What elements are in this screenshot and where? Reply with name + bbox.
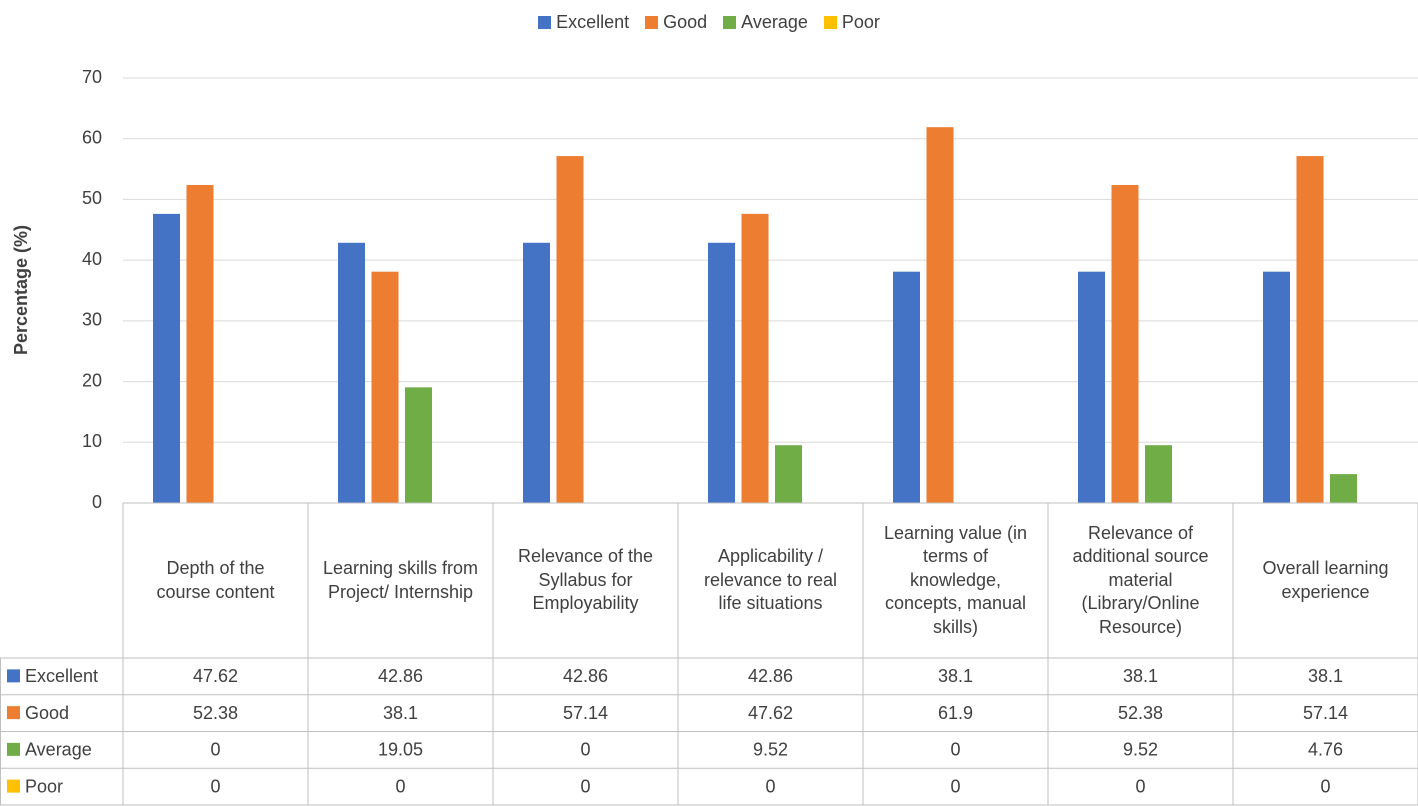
bar xyxy=(1330,474,1357,503)
legend-label: Good xyxy=(663,12,708,32)
category-label: Relevance of additional source material … xyxy=(1072,523,1209,637)
table-value: 0 xyxy=(210,740,220,760)
table-value: 0 xyxy=(210,776,220,796)
bar xyxy=(1296,156,1324,504)
table-value: 0 xyxy=(580,776,590,796)
table-value: 0 xyxy=(1320,776,1330,796)
legend-label: Poor xyxy=(841,12,880,32)
table-value: 38.1 xyxy=(938,666,973,686)
table-value: 19.05 xyxy=(378,740,423,760)
category-label: Learning skills from Project/ Internship xyxy=(322,558,479,602)
table-value: 42.86 xyxy=(378,666,423,686)
category-label: Learning value (in terms of knowledge, c… xyxy=(883,523,1028,637)
legend-swatch xyxy=(538,16,552,29)
bar xyxy=(556,156,584,504)
table-value: 0 xyxy=(1135,776,1145,796)
legend-swatch xyxy=(645,16,659,29)
bar xyxy=(1263,271,1290,503)
legend-label: Excellent xyxy=(556,12,630,32)
bar xyxy=(405,387,432,503)
table-value: 0 xyxy=(950,740,960,760)
category-label: Depth of the course content xyxy=(156,558,275,602)
table-value: 38.1 xyxy=(1123,666,1158,686)
bar xyxy=(775,445,802,503)
bar xyxy=(186,184,214,503)
y-tick-label: 30 xyxy=(82,310,102,330)
table-value: 52.38 xyxy=(193,703,238,723)
table-value: 47.62 xyxy=(748,703,793,723)
y-tick-label: 40 xyxy=(82,249,102,269)
table-legend-key xyxy=(7,706,20,720)
bar xyxy=(523,242,550,503)
y-tick-label: 0 xyxy=(92,492,102,512)
table-value: 4.76 xyxy=(1308,740,1343,760)
table-row-label: Good xyxy=(25,703,69,723)
category-label: Applicability / relevance to real life s… xyxy=(703,546,838,614)
bar xyxy=(371,271,399,503)
table-value: 9.52 xyxy=(753,740,788,760)
legend: Excellent Good Average Poor xyxy=(0,12,1418,33)
bar xyxy=(1111,184,1139,503)
bar xyxy=(1145,445,1172,503)
table-value: 57.14 xyxy=(1303,703,1348,723)
table-value: 38.1 xyxy=(383,703,418,723)
legend-item: Poor xyxy=(823,12,880,33)
table-row-label: Average xyxy=(25,740,92,760)
y-axis-title: Percentage (%) xyxy=(11,225,31,355)
bar xyxy=(893,271,920,503)
table-row-label: Excellent xyxy=(25,666,98,686)
bar xyxy=(1078,271,1105,503)
table-value: 47.62 xyxy=(193,666,238,686)
y-tick-label: 10 xyxy=(82,431,102,451)
category-label: Relevance of the Syllabus for Employabil… xyxy=(517,546,654,614)
table-value: 38.1 xyxy=(1308,666,1343,686)
bar xyxy=(926,127,954,503)
table-value: 0 xyxy=(580,740,590,760)
legend-label: Average xyxy=(741,12,808,32)
category-label: Overall learning experience xyxy=(1262,558,1389,602)
table-legend-key xyxy=(7,779,20,793)
y-tick-label: 20 xyxy=(82,370,102,390)
legend-item: Excellent xyxy=(538,12,629,33)
table-value: 9.52 xyxy=(1123,740,1158,760)
table-value: 0 xyxy=(950,776,960,796)
table-row-label: Poor xyxy=(25,776,63,796)
bar xyxy=(741,213,769,503)
bar xyxy=(708,242,735,503)
y-tick-label: 50 xyxy=(82,188,102,208)
table-value: 57.14 xyxy=(563,703,608,723)
table-legend-key xyxy=(7,742,20,756)
legend-swatch xyxy=(823,16,837,29)
y-tick-label: 70 xyxy=(82,67,102,87)
table-value: 42.86 xyxy=(563,666,608,686)
table-value: 61.9 xyxy=(938,703,973,723)
table-value: 0 xyxy=(395,776,405,796)
legend-item: Good xyxy=(645,12,707,33)
bar xyxy=(153,213,180,503)
table-value: 0 xyxy=(765,776,775,796)
legend-item: Average xyxy=(723,12,808,33)
table-value: 42.86 xyxy=(748,666,793,686)
bar xyxy=(338,242,365,503)
legend-swatch xyxy=(723,16,737,29)
table-legend-key xyxy=(7,669,20,683)
y-tick-label: 60 xyxy=(82,127,102,147)
table-value: 52.38 xyxy=(1118,703,1163,723)
